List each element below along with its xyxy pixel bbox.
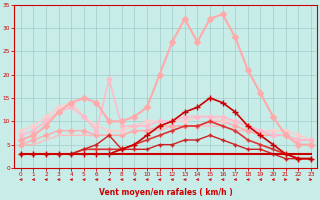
X-axis label: Vent moyen/en rafales ( km/h ): Vent moyen/en rafales ( km/h ) — [99, 188, 233, 197]
